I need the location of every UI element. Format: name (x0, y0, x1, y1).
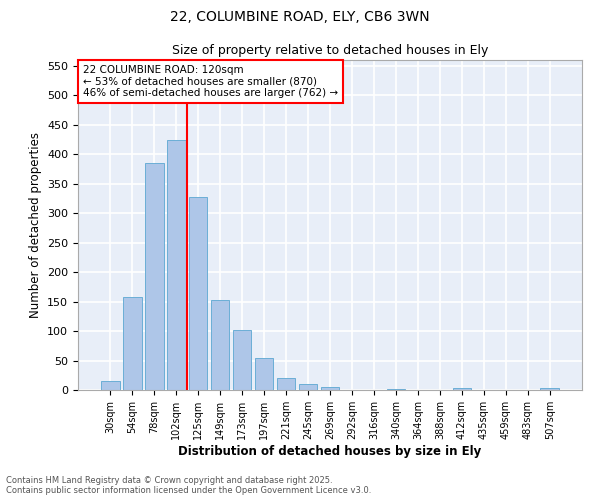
Text: 22, COLUMBINE ROAD, ELY, CB6 3WN: 22, COLUMBINE ROAD, ELY, CB6 3WN (170, 10, 430, 24)
Bar (211, 300, 229, 390)
Bar (277, 378, 295, 390)
Title: Size of property relative to detached houses in Ely: Size of property relative to detached ho… (172, 44, 488, 58)
Bar (255, 358, 274, 390)
Bar (101, 381, 119, 390)
Bar (320, 387, 340, 390)
Y-axis label: Number of detached properties: Number of detached properties (29, 132, 41, 318)
Bar (167, 140, 185, 390)
Bar (541, 388, 559, 390)
X-axis label: Distribution of detached houses by size in Ely: Distribution of detached houses by size … (178, 444, 482, 458)
Bar (386, 389, 405, 390)
Bar (233, 330, 251, 390)
Text: Contains HM Land Registry data © Crown copyright and database right 2025.
Contai: Contains HM Land Registry data © Crown c… (6, 476, 371, 495)
Bar (145, 163, 164, 390)
Bar (123, 298, 142, 390)
Bar (299, 384, 317, 390)
Bar (189, 198, 208, 390)
Text: 22 COLUMBINE ROAD: 120sqm
← 53% of detached houses are smaller (870)
46% of semi: 22 COLUMBINE ROAD: 120sqm ← 53% of detac… (83, 65, 338, 98)
Bar (452, 388, 471, 390)
